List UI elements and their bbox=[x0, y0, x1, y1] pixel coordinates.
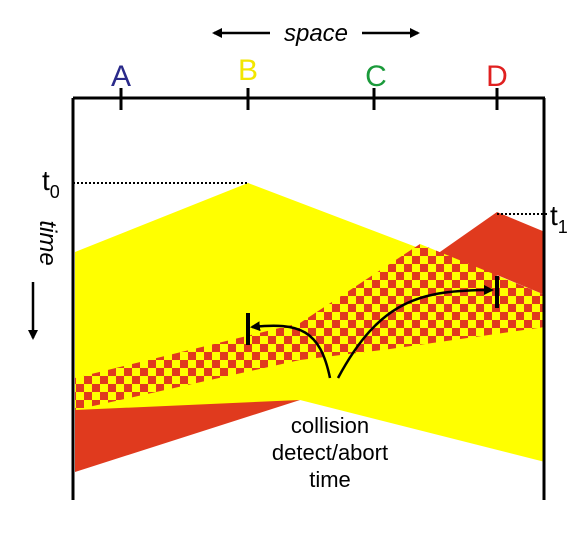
node-label-b: B bbox=[238, 54, 258, 87]
signal-region-b-extension bbox=[300, 327, 545, 462]
annotation-line-1: collision bbox=[291, 413, 369, 438]
callout-arrow-b bbox=[250, 321, 332, 379]
collision-band bbox=[75, 244, 545, 410]
node-label-d: D bbox=[486, 60, 508, 93]
callout-arrow-d bbox=[336, 285, 494, 379]
node-label-a: A bbox=[111, 60, 131, 93]
time-label: time bbox=[34, 220, 61, 265]
t0-label: t0 bbox=[42, 165, 60, 202]
annotation-line-2: detect/abort bbox=[272, 440, 388, 465]
annotation-line-3: time bbox=[309, 467, 351, 492]
space-label: space bbox=[284, 20, 348, 47]
node-label-c: C bbox=[365, 60, 387, 93]
t1-label: t1 bbox=[550, 200, 568, 237]
